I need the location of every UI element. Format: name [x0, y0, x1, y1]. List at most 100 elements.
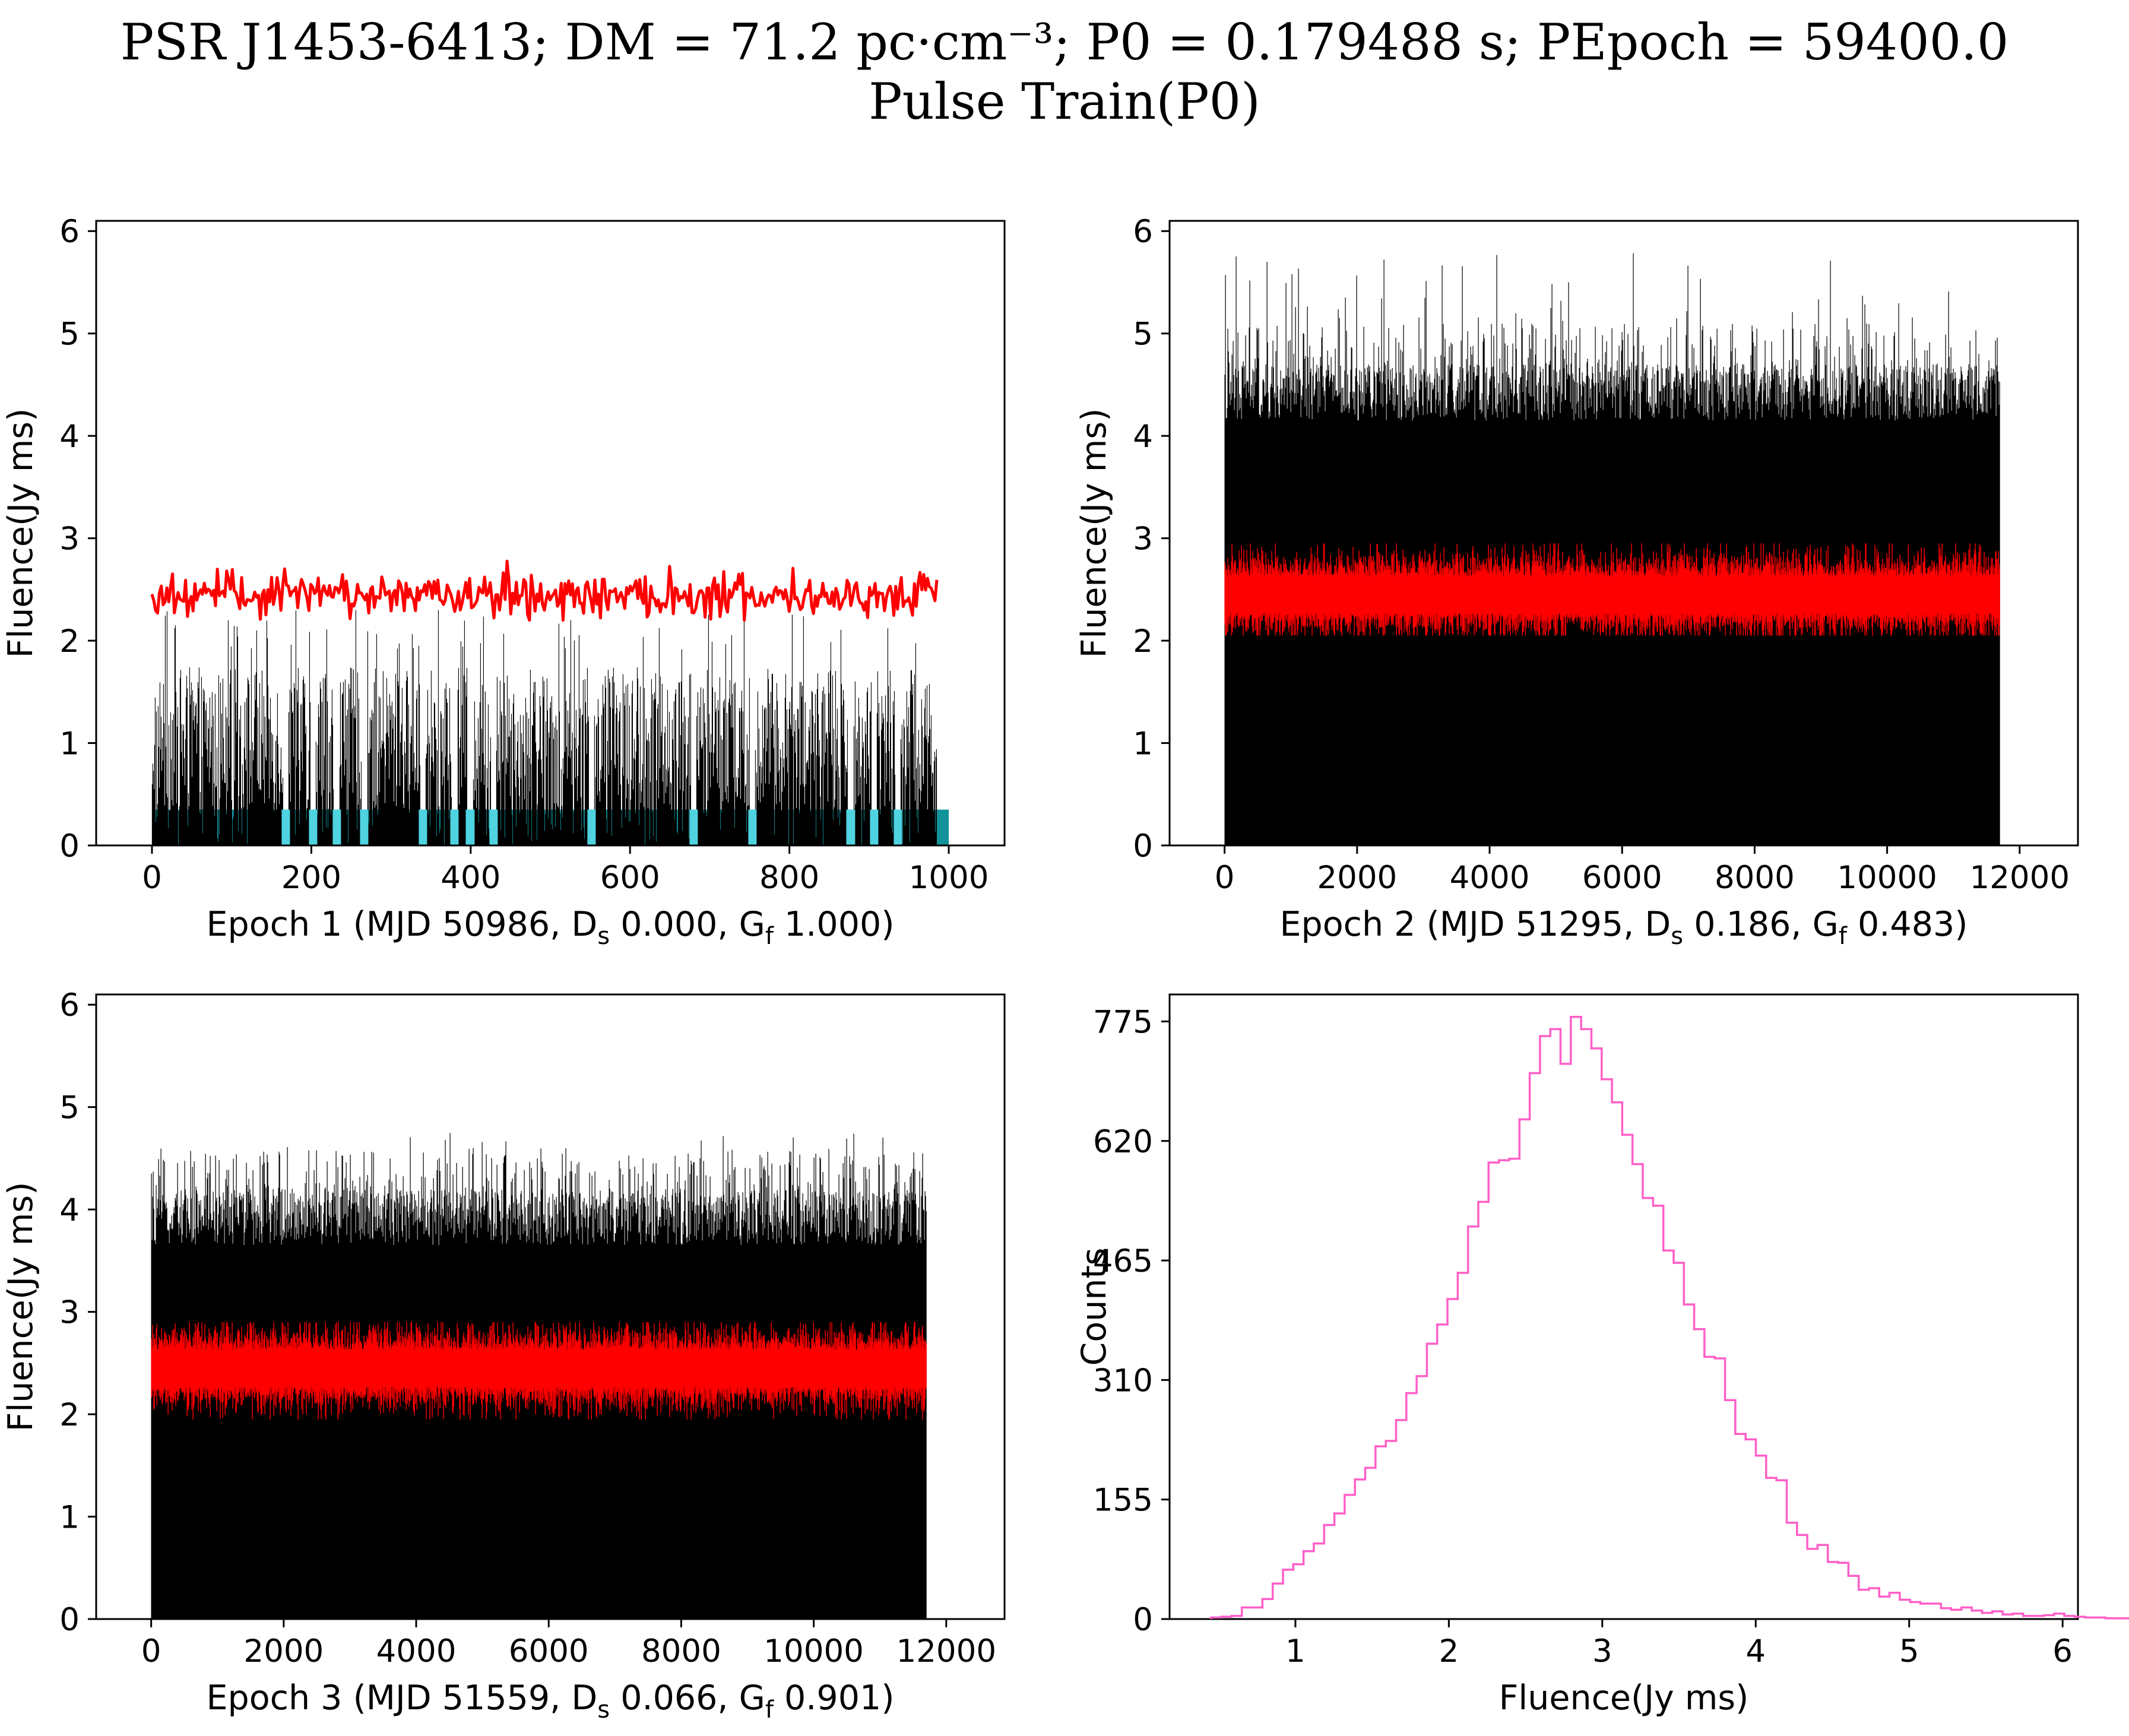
y-tick-label: 6	[59, 987, 80, 1024]
histogram-bin	[1643, 1198, 1653, 1619]
histogram-bin	[1622, 1135, 1632, 1619]
histogram-bin	[1417, 1376, 1427, 1619]
histogram-bin	[1314, 1544, 1324, 1619]
histogram-bin	[1900, 1600, 1910, 1619]
histogram-bin	[1735, 1434, 1745, 1619]
histogram-bin	[1725, 1400, 1735, 1619]
x-tick-label: 8000	[1715, 860, 1795, 896]
histogram-bin	[1879, 1596, 1889, 1619]
histogram-bin	[1653, 1206, 1663, 1619]
histogram-step-line	[1210, 1015, 2129, 1620]
y-axis-label: Fluence(Jy ms)	[1, 408, 40, 658]
x-axis-label: Fluence(Jy ms)	[1499, 1678, 1749, 1718]
histogram-bin	[1561, 1064, 1571, 1619]
x-tick-label: 6000	[509, 1633, 589, 1670]
axes-frame-top	[1168, 220, 2079, 847]
x-tick-label: 3	[1592, 1633, 1612, 1670]
x-tick-label: 4	[1745, 1633, 1766, 1670]
x-axis-label: Epoch 2 (MJD 51295, Ds 0.186, Gf 0.483)	[1280, 905, 1968, 950]
histogram-bin	[1705, 1357, 1715, 1619]
x-tick-label: 0	[142, 860, 162, 896]
axes-frame	[1168, 993, 2079, 1620]
x-axis-label-part: Epoch 1 (MJD 50986, D	[207, 905, 598, 944]
histogram-bin	[1766, 1478, 1776, 1619]
y-tick-label: 6	[1133, 214, 1153, 250]
histogram-bin	[1972, 1611, 1982, 1619]
x-tick-label: 1000	[909, 860, 989, 896]
x-axis-label-subscript: s	[597, 1696, 610, 1724]
histogram-bin	[1283, 1570, 1293, 1619]
y-tick-label: 1	[59, 1500, 80, 1536]
epoch1-pulse-train-panel: 0 200 400 600 800 1000 0 1 2 3 4 5 6 Fluence(Jy ms) Ep…	[1, 214, 1006, 950]
x-axis-label-part: 1.000)	[774, 905, 895, 944]
x-axis-label-part: 0.186, G	[1683, 905, 1839, 944]
histogram-bin	[1756, 1456, 1766, 1619]
epoch3-pulse-train-panel: 0 2000 4000 6000 8000 10000 12000 0 1 2 3 4 5 6 Fluenc…	[1, 987, 1006, 1724]
y-tick-label: 0	[1133, 828, 1153, 864]
histogram-bin	[1951, 1610, 1962, 1619]
histogram-bin	[1633, 1164, 1643, 1619]
x-tick-label: 200	[281, 860, 341, 896]
y-axis-label: Fluence(Jy ms)	[1, 1182, 40, 1432]
histogram-bin	[1910, 1602, 1920, 1619]
histogram-bin	[1745, 1439, 1756, 1619]
histogram-bin	[1612, 1103, 1622, 1619]
y-tick-label: 2	[59, 623, 80, 660]
y-tick-label: 0	[59, 1602, 80, 1638]
histogram-bin	[1335, 1513, 1345, 1619]
y-tick-label: 3	[1133, 521, 1153, 557]
histogram-bin	[1674, 1263, 1684, 1619]
x-tick-label: 4000	[376, 1633, 457, 1670]
histogram-bin	[1550, 1029, 1560, 1619]
histogram-bin	[1694, 1329, 1705, 1619]
y-tick-label: 6	[59, 214, 80, 250]
x-axis-label: Epoch 3 (MJD 51559, Ds 0.066, Gf 0.901)	[207, 1678, 895, 1724]
x-axis-label-subscript: s	[597, 923, 610, 950]
x-tick-label: 2000	[1317, 860, 1397, 896]
y-tick-label: 2	[1133, 623, 1153, 660]
x-tick-label: 10000	[1837, 860, 1937, 896]
y-tick-label: 3	[59, 1295, 80, 1331]
x-tick-label: 4000	[1450, 860, 1530, 896]
onoff-band-gaps	[281, 809, 902, 845]
y-tick-label: 620	[1093, 1124, 1153, 1160]
histogram-bin	[1242, 1608, 1252, 1619]
x-axis-label-part: 0.000, G	[610, 905, 765, 944]
x-axis-label-subscript: f	[1839, 923, 1848, 950]
x-axis-label-subscript: s	[1671, 923, 1683, 950]
histogram-bin	[1962, 1608, 1972, 1619]
x-tick-label: 5	[1899, 1633, 1919, 1670]
epoch2-pulse-train-panel: 0 2000 4000 6000 8000 10000 12000 0 1 2 3 4 5 6 Fluenc…	[1075, 214, 2079, 950]
histogram-bin	[1447, 1299, 1458, 1619]
y-tick-label: 1	[1133, 726, 1153, 762]
x-axis-label-part: Epoch 2 (MJD 51295, D	[1280, 905, 1671, 944]
y-tick-label: 155	[1093, 1482, 1153, 1519]
histogram-bin	[1941, 1608, 1951, 1619]
y-tick-label: 0	[59, 828, 80, 864]
histogram-bin	[1776, 1480, 1786, 1619]
fluence-histogram-panel: 1 2 3 4 5 6 0 155 310 465 620 775 Counts Fluence(Jy m…	[1075, 993, 2129, 1718]
histogram-bin	[1838, 1563, 1848, 1619]
histogram-bin	[1437, 1325, 1447, 1619]
histogram-bin	[1684, 1304, 1694, 1619]
y-tick-label: 5	[59, 1090, 80, 1126]
axes-frame-top	[95, 220, 1006, 847]
x-tick-label: 400	[441, 860, 500, 896]
pulse-bars	[151, 610, 937, 845]
x-tick-label: 6000	[1582, 860, 1662, 896]
histogram-bin	[1396, 1420, 1406, 1619]
histogram-bin	[1458, 1273, 1468, 1619]
histogram-bin	[1262, 1599, 1272, 1619]
y-tick-label: 5	[59, 316, 80, 353]
mean-envelope-edges	[1224, 543, 2000, 636]
x-tick-label: 2000	[243, 1633, 324, 1670]
histogram-bin	[1540, 1036, 1550, 1619]
histogram-bin	[1828, 1562, 1838, 1619]
y-tick-label: 465	[1093, 1243, 1153, 1279]
y-tick-label: 2	[59, 1397, 80, 1433]
x-tick-label: 6	[2052, 1633, 2073, 1670]
y-axis-label: Counts	[1075, 1248, 1114, 1366]
histogram-bin	[1817, 1545, 1827, 1619]
x-axis-label-part: 0.901)	[774, 1678, 895, 1718]
